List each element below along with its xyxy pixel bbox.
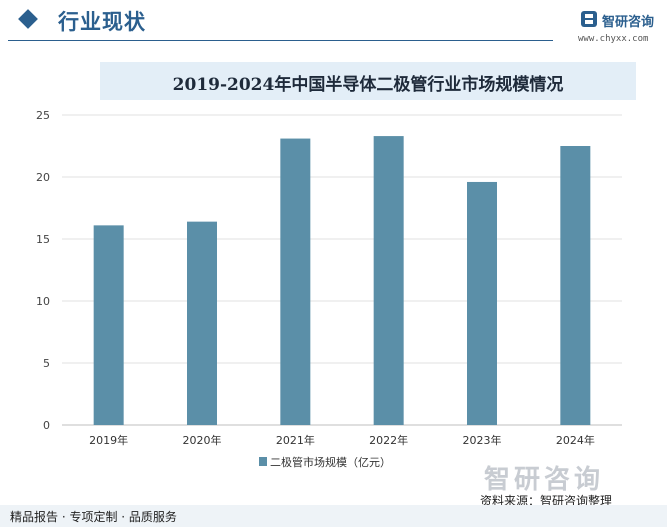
source-note: 资料来源：智研咨询整理 <box>480 494 613 508</box>
footer-services: 精品报告 · 专项定制 · 品质服务 <box>10 510 177 524</box>
y-tick-label: 0 <box>43 419 50 432</box>
bar <box>560 146 591 425</box>
bar <box>280 138 311 425</box>
x-tick-label: 2024年 <box>556 433 595 447</box>
x-tick-label: 2022年 <box>369 433 408 447</box>
brand-logo-icon <box>581 11 597 27</box>
bar <box>187 221 217 425</box>
footer-bar: 精品报告 · 专项定制 · 品质服务 <box>0 505 667 527</box>
x-tick-label: 2020年 <box>183 433 222 447</box>
header-divider <box>8 40 553 41</box>
y-tick-label: 10 <box>36 295 50 308</box>
section-title: 行业现状 <box>58 10 146 34</box>
bar <box>93 225 124 425</box>
legend-swatch <box>259 457 267 466</box>
y-tick-label: 25 <box>36 109 50 122</box>
x-tick-label: 2019年 <box>89 433 128 447</box>
x-tick-label: 2021年 <box>276 433 315 447</box>
y-tick-label: 15 <box>36 233 50 246</box>
bar <box>467 181 497 425</box>
watermark-logo: 智研咨询 <box>484 465 605 495</box>
y-tick-label: 20 <box>36 171 50 184</box>
bar <box>373 136 404 425</box>
section-header: 行业现状 <box>0 0 667 44</box>
brand-logo: 智研咨询 www.chyxx.com <box>578 10 662 50</box>
legend-label: 二极管市场规模（亿元） <box>270 455 391 469</box>
chart-title: 2019-2024年中国半导体二极管行业市场规模情况 <box>172 75 564 95</box>
y-tick-label: 5 <box>43 357 50 370</box>
x-tick-label: 2023年 <box>463 433 502 447</box>
brand-url: www.chyxx.com <box>578 34 649 44</box>
brand-name: 智研咨询 <box>602 15 655 30</box>
chart-title-band: 2019-2024年中国半导体二极管行业市场规模情况 <box>100 62 636 100</box>
